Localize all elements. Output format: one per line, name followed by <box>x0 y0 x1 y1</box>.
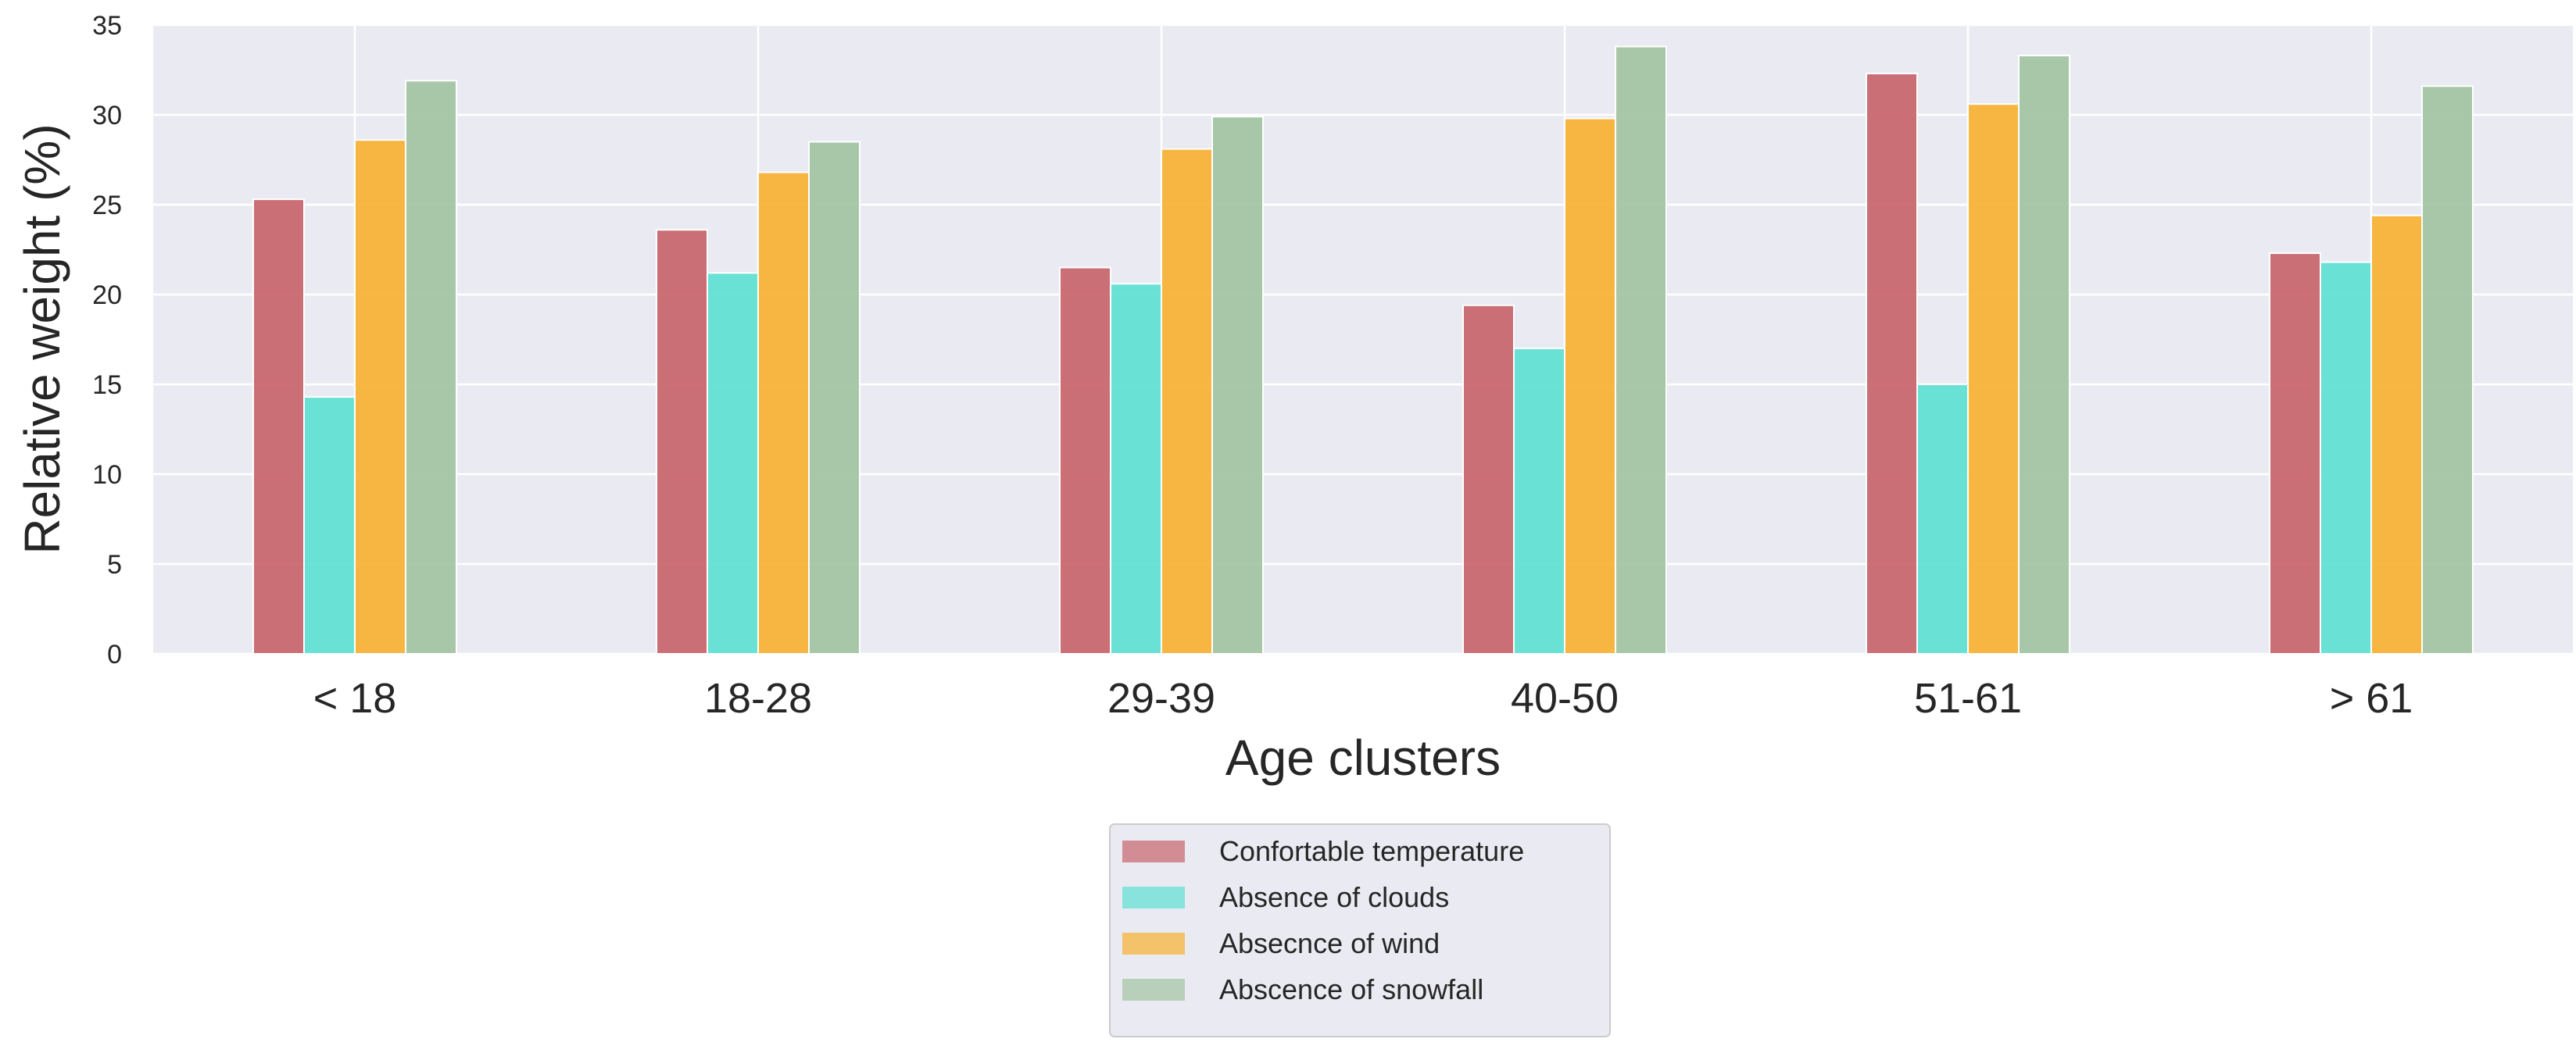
bars <box>252 45 2474 655</box>
y-tick-label: 20 <box>92 280 122 310</box>
bar-series2-1 <box>707 272 759 655</box>
y-tick-label: 15 <box>92 370 122 400</box>
legend-label-1: Confortable temperature <box>1219 835 1524 867</box>
legend-swatch-3 <box>1122 933 1185 955</box>
x-tick-label: 51-61 <box>1914 675 2022 722</box>
legend-swatch-4 <box>1122 979 1185 1001</box>
y-tick-label: 0 <box>107 640 122 669</box>
bar-series1-4 <box>1866 73 1918 655</box>
y-tick-label: 10 <box>92 460 122 490</box>
y-tick-label: 35 <box>92 11 122 41</box>
x-tick-label: 29-39 <box>1107 675 1215 722</box>
x-tick-label: 40-50 <box>1511 675 1619 722</box>
legend-swatch-2 <box>1122 887 1185 909</box>
x-tick-label: 18-28 <box>704 675 812 722</box>
bar-series1-2 <box>1059 266 1111 655</box>
bar-series2-2 <box>1110 283 1162 655</box>
y-tick-labels: 0 5 10 15 20 25 30 35 <box>92 11 122 669</box>
bar-series3-3 <box>1564 117 1616 655</box>
bar-series2-4 <box>1916 384 1969 655</box>
x-tick-labels: < 18 18-28 29-39 40-50 51-61 > 61 <box>313 675 2413 722</box>
legend-box <box>1109 823 1611 1037</box>
legend-label-3: Absecnce of wind <box>1219 927 1440 959</box>
legend: Confortable temperature Absence of cloud… <box>1109 823 1611 1037</box>
bar-series3-2 <box>1161 148 1213 655</box>
bar-series3-0 <box>354 139 406 655</box>
bar-series3-4 <box>1967 103 2020 655</box>
bar-series4-2 <box>1211 116 1264 655</box>
bar-series1-1 <box>656 229 708 655</box>
bar-series1-5 <box>2269 252 2321 655</box>
bar-series4-0 <box>405 80 457 655</box>
bar-series3-5 <box>2370 214 2423 655</box>
x-tick-label: > 61 <box>2330 675 2413 722</box>
plot-background <box>153 25 2573 654</box>
legend-label-2: Absence of clouds <box>1219 881 1449 913</box>
y-axis-label: Relative weight (%) <box>14 123 70 554</box>
bar-series4-4 <box>2018 55 2070 655</box>
legend-swatch-1 <box>1122 841 1185 862</box>
bar-series4-3 <box>1615 45 1667 655</box>
bar-series4-5 <box>2421 85 2474 655</box>
y-tick-label: 30 <box>92 101 122 130</box>
bar-series3-1 <box>757 171 810 655</box>
legend-label-4: Abscence of snowfall <box>1219 973 1483 1005</box>
x-axis-label: Age clusters <box>1225 730 1501 786</box>
y-tick-label: 25 <box>92 191 122 220</box>
x-tick-label: < 18 <box>313 675 397 722</box>
bar-series1-0 <box>252 198 305 655</box>
bar-series2-3 <box>1513 348 1565 655</box>
y-tick-label: 5 <box>107 550 122 580</box>
bar-series1-3 <box>1462 304 1515 655</box>
bar-series4-1 <box>808 141 860 655</box>
bar-series2-5 <box>2320 261 2372 655</box>
bar-series2-0 <box>303 396 356 655</box>
